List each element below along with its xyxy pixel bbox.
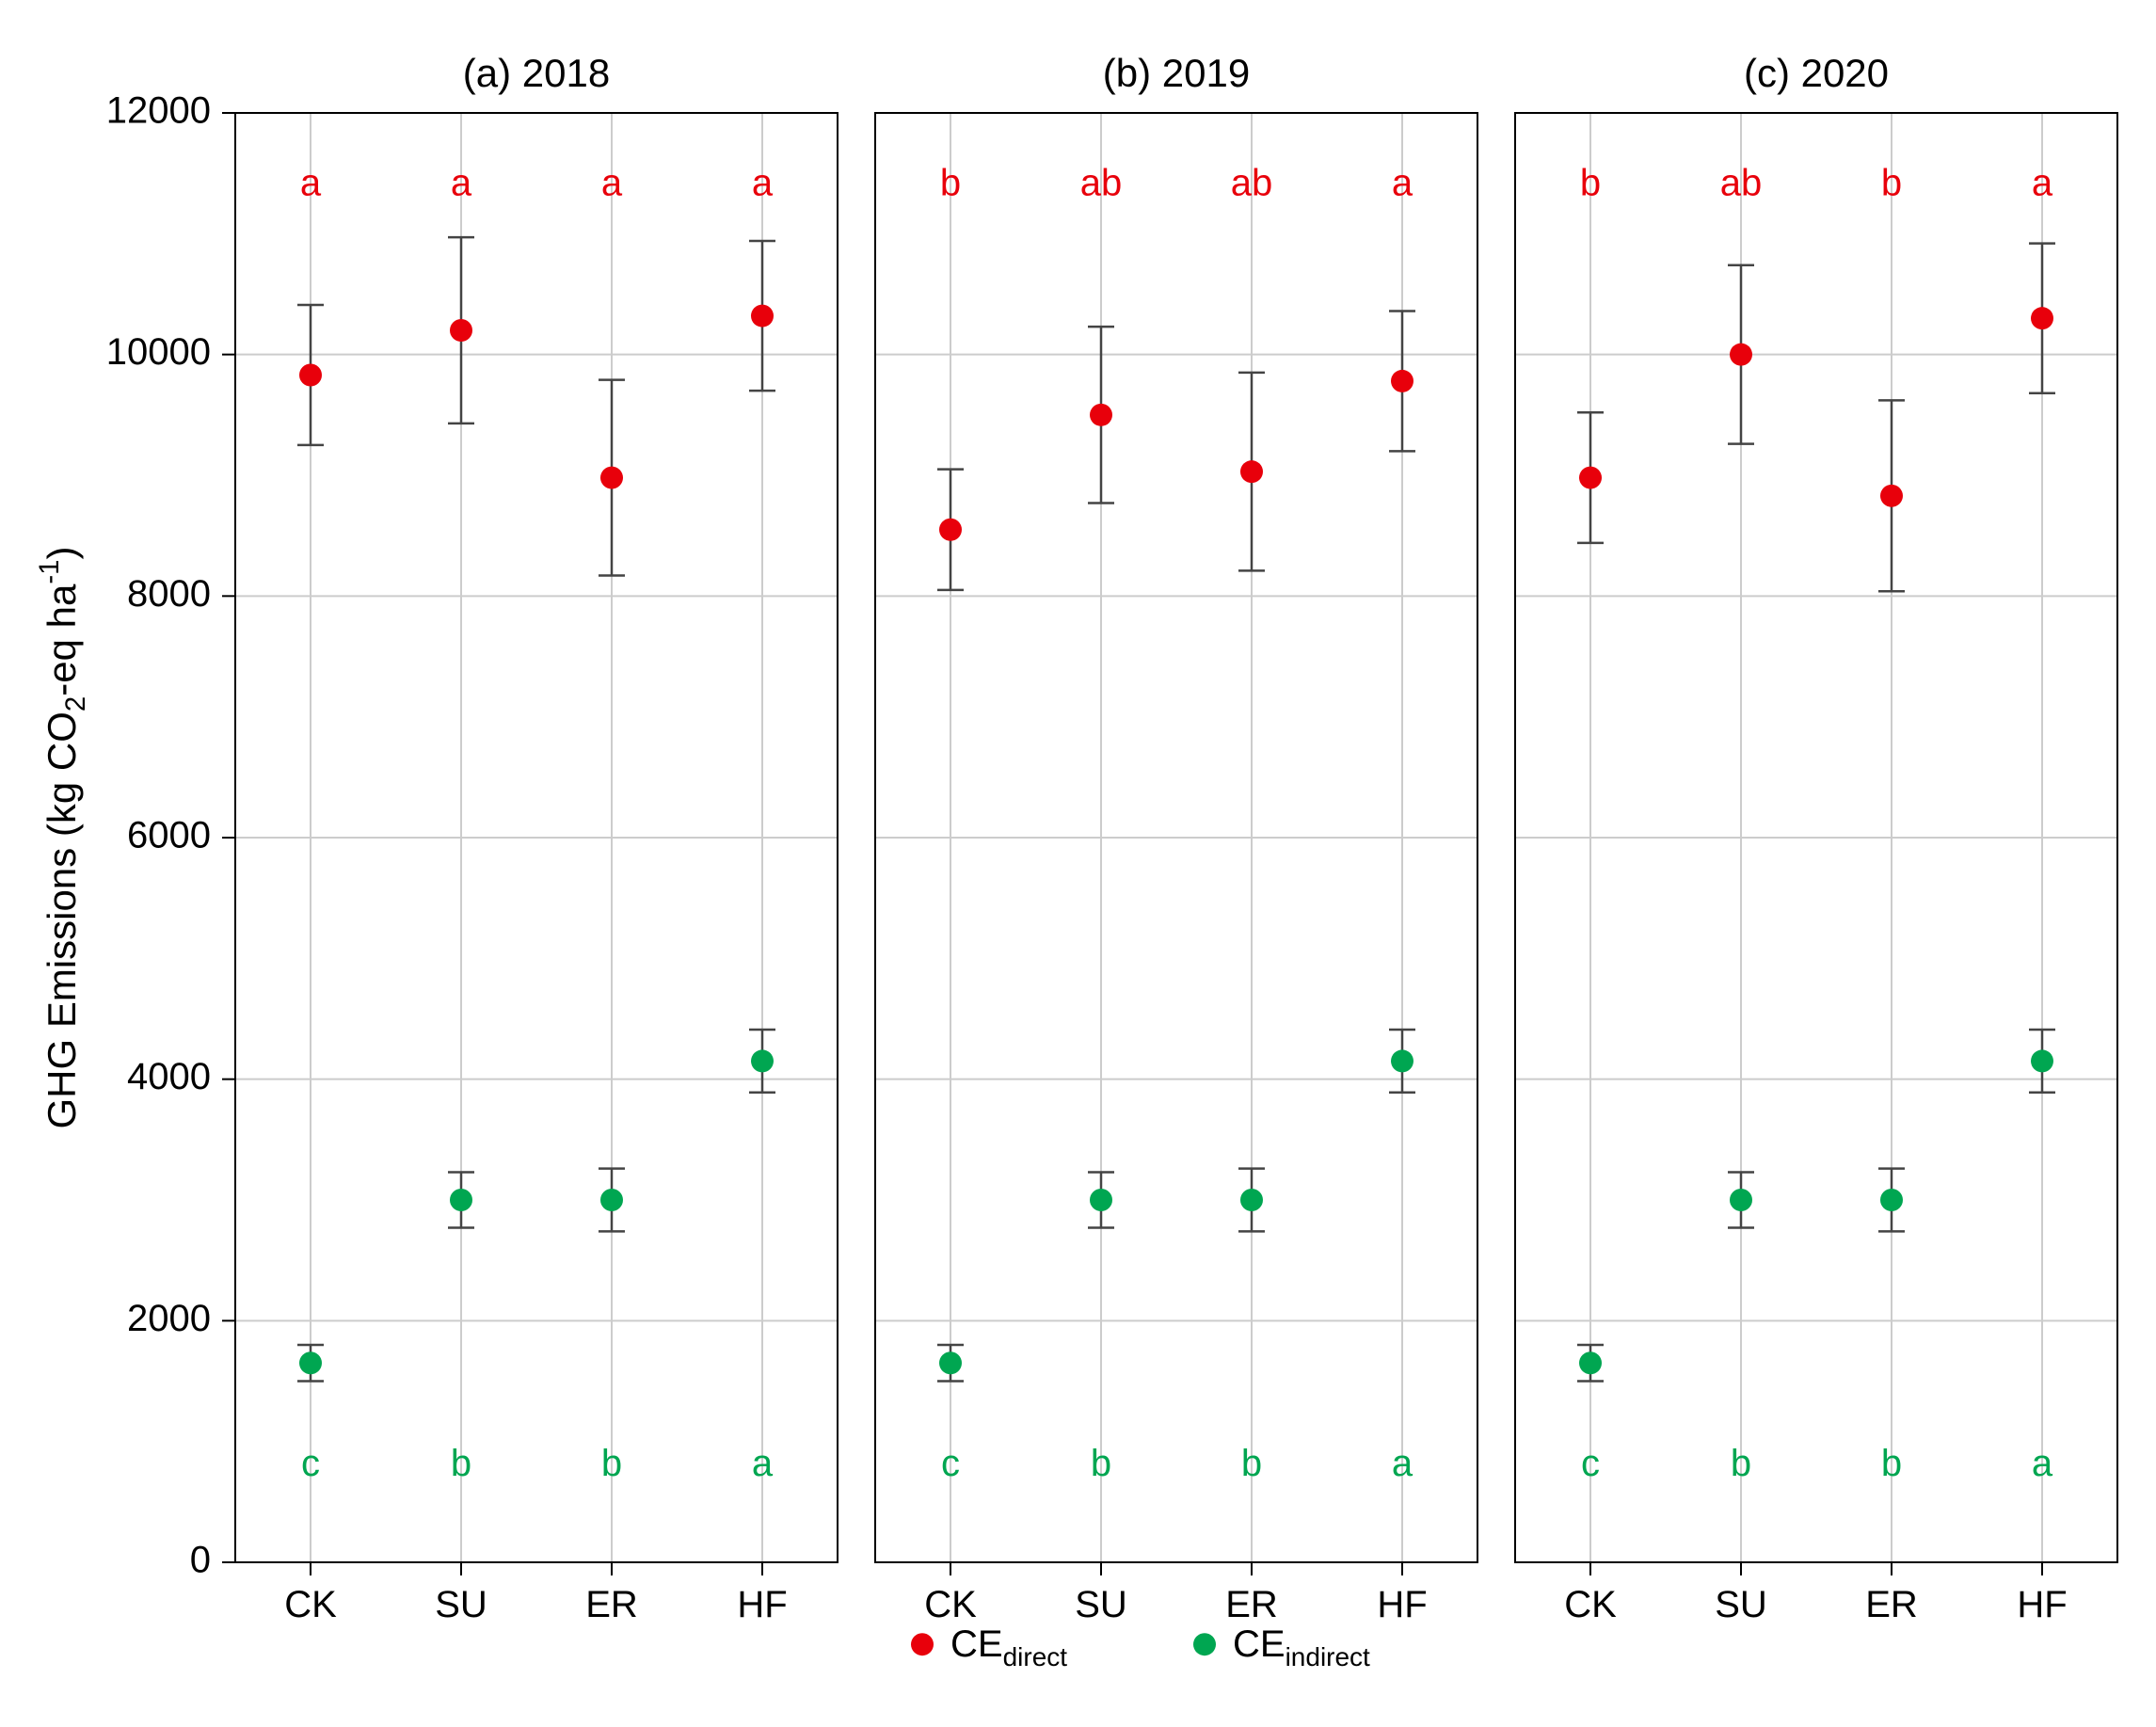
group-letter-indirect: a: [2032, 1443, 2053, 1484]
direct-marker: [1579, 467, 1602, 489]
direct-marker: [1391, 370, 1413, 392]
legend-marker: [911, 1633, 934, 1655]
panel: CK SU ER HF (c) 2020 b ab b a c b b a: [1515, 51, 2117, 1625]
indirect-marker: [939, 1351, 962, 1374]
legend-label: CEindirect: [1233, 1623, 1370, 1671]
group-letter-indirect: b: [1091, 1443, 1111, 1484]
legend-item: CEindirect: [1193, 1623, 1370, 1671]
figure-container: GHG Emissions (kg CO2-eq ha-1) 0 2000 4000 6…: [19, 19, 2156, 1703]
indirect-marker: [299, 1351, 322, 1374]
direct-marker: [450, 319, 472, 342]
indirect-marker: [450, 1189, 472, 1211]
group-letter-indirect: b: [451, 1443, 471, 1484]
direct-marker: [1730, 344, 1752, 366]
x-tick-label: HF: [1377, 1584, 1427, 1625]
direct-marker: [2031, 307, 2053, 329]
direct-marker: [939, 519, 962, 541]
group-letter-indirect: b: [1731, 1443, 1751, 1484]
direct-marker: [751, 305, 774, 328]
group-letter-direct: a: [1392, 163, 1413, 204]
group-letter-direct: ab: [1720, 163, 1763, 204]
panel-title: (b) 2019: [1103, 51, 1250, 95]
indirect-marker: [1880, 1189, 1903, 1211]
indirect-marker: [1090, 1189, 1112, 1211]
group-letter-indirect: b: [1881, 1443, 1902, 1484]
group-letter-indirect: b: [601, 1443, 622, 1484]
legend-label: CEdirect: [950, 1623, 1067, 1671]
group-letter-direct: b: [1881, 163, 1902, 204]
y-tick-label: 0: [190, 1540, 211, 1581]
group-letter-indirect: a: [752, 1443, 774, 1484]
group-letter-indirect: c: [301, 1443, 320, 1484]
indirect-marker: [751, 1049, 774, 1072]
y-tick-label: 4000: [127, 1056, 211, 1097]
y-tick-label: 2000: [127, 1298, 211, 1339]
group-letter-direct: ab: [1231, 163, 1273, 204]
panel: 0 2000 4000 6000 8000 10000 12000 CK SU ER HF (a) 2…: [106, 51, 838, 1625]
group-letter-indirect: a: [1392, 1443, 1413, 1484]
group-letter-indirect: c: [941, 1443, 960, 1484]
group-letter-indirect: c: [1581, 1443, 1600, 1484]
x-tick-label: SU: [1715, 1584, 1767, 1625]
x-tick-label: HF: [2017, 1584, 2067, 1625]
group-letter-direct: a: [2032, 163, 2053, 204]
legend-marker: [1193, 1633, 1216, 1655]
x-tick-label: HF: [737, 1584, 787, 1625]
indirect-marker: [1391, 1049, 1413, 1072]
indirect-marker: [1730, 1189, 1752, 1211]
legend-item: CEdirect: [911, 1623, 1067, 1671]
group-letter-direct: a: [300, 163, 322, 204]
x-tick-label: CK: [924, 1584, 977, 1625]
indirect-marker: [2031, 1049, 2053, 1072]
panel-title: (c) 2020: [1744, 51, 1889, 95]
y-tick-label: 8000: [127, 573, 211, 615]
svg-text:GHG Emissions (kg CO2-eq ha-1): GHG Emissions (kg CO2-eq ha-1): [34, 547, 91, 1129]
ghg-emissions-chart: GHG Emissions (kg CO2-eq ha-1) 0 2000 4000 6…: [19, 19, 2156, 1703]
group-letter-direct: a: [752, 163, 774, 204]
indirect-marker: [1240, 1189, 1263, 1211]
group-letter-direct: a: [451, 163, 472, 204]
group-letter-direct: ab: [1080, 163, 1123, 204]
x-tick-label: ER: [1865, 1584, 1918, 1625]
x-tick-label: CK: [284, 1584, 337, 1625]
panel-title: (a) 2018: [463, 51, 610, 95]
direct-marker: [299, 363, 322, 386]
direct-marker: [1880, 485, 1903, 507]
x-tick-label: ER: [585, 1584, 638, 1625]
direct-marker: [1090, 404, 1112, 426]
direct-marker: [1240, 460, 1263, 483]
direct-marker: [600, 467, 623, 489]
y-tick-label: 6000: [127, 815, 211, 856]
indirect-marker: [600, 1189, 623, 1211]
indirect-marker: [1579, 1351, 1602, 1374]
x-tick-label: CK: [1564, 1584, 1617, 1625]
panel: CK SU ER HF (b) 2019 b ab ab a c b b a: [875, 51, 1477, 1625]
group-letter-indirect: b: [1241, 1443, 1262, 1484]
x-tick-label: SU: [1075, 1584, 1127, 1625]
y-tick-label: 12000: [106, 90, 211, 132]
group-letter-direct: b: [1580, 163, 1601, 204]
y-tick-label: 10000: [106, 331, 211, 373]
x-tick-label: SU: [435, 1584, 487, 1625]
group-letter-direct: a: [601, 163, 623, 204]
x-tick-label: ER: [1225, 1584, 1278, 1625]
group-letter-direct: b: [940, 163, 961, 204]
y-axis-label: GHG Emissions (kg CO2-eq ha-1): [34, 547, 91, 1129]
